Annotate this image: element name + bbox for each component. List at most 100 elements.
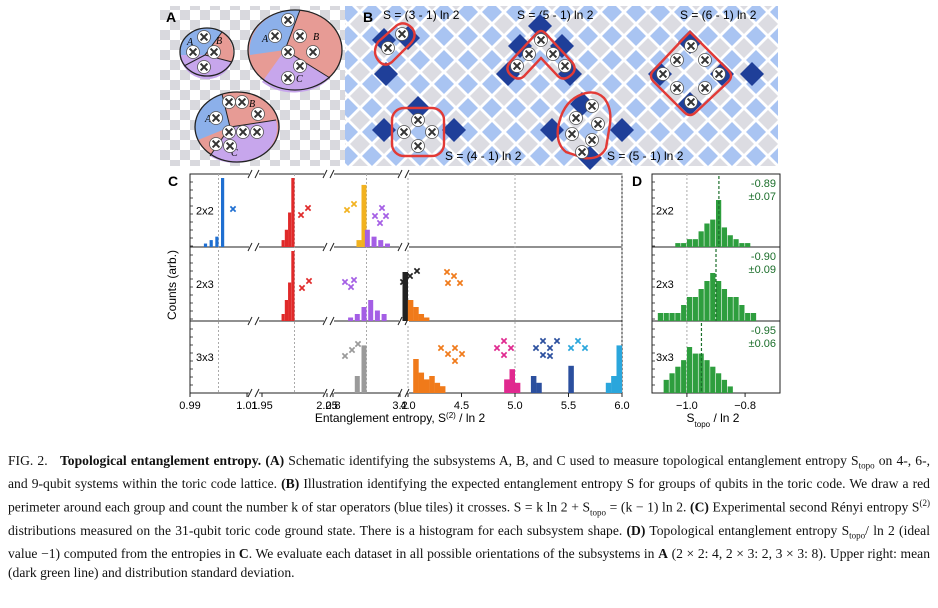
qubit-group-2	[496, 14, 582, 86]
histogram-bar	[739, 243, 745, 247]
histogram-bar	[381, 314, 387, 321]
histogram-bar	[284, 229, 288, 247]
histogram-bar	[361, 345, 367, 393]
panel-c-row-label: 2x3	[196, 279, 214, 291]
caption-part-d-tail3: (2 × 2: 4, 2 × 3: 2, 3 × 3: 8). Upper ri…	[8, 546, 930, 580]
histogram-bar	[698, 231, 704, 247]
histogram-bar	[663, 313, 669, 321]
histogram-bar	[669, 313, 675, 321]
histogram-bar	[704, 281, 710, 321]
cross-marker	[581, 344, 589, 352]
histogram-bar	[439, 386, 446, 393]
histogram-bar	[434, 382, 441, 393]
histogram-bar	[686, 347, 693, 393]
panel-c-x-tick-label: 4.5	[454, 400, 469, 412]
caption-part-b-tail: = (k − 1) ln 2.	[606, 499, 691, 515]
histogram-bar	[698, 289, 704, 321]
panel-b-illustration: B S = (3 - 1) ln 2 S = (5 - 1) ln 2 S = …	[345, 6, 778, 170]
histogram-bar	[371, 236, 377, 247]
axis-break-mark	[247, 169, 260, 179]
histogram-bar	[509, 369, 515, 393]
histogram-bar	[733, 239, 739, 247]
caption-part-b-label: (B)	[281, 476, 300, 492]
qubit-group-1	[372, 22, 420, 86]
histogram-bar	[704, 223, 710, 247]
cross-marker	[532, 344, 540, 352]
histogram-bar	[209, 240, 213, 247]
region-label-b: B	[313, 32, 319, 43]
panel-c-x-tick-label: 5.0	[507, 400, 522, 412]
histogram-bar	[364, 229, 370, 247]
panel-a-label: A	[166, 9, 176, 25]
region-label-a: A	[261, 34, 269, 45]
axis-break-gap	[249, 318, 259, 324]
axis-break-mark	[322, 169, 335, 179]
axis-break-gap	[324, 390, 334, 396]
caption-part-a-label: (A)	[265, 453, 285, 468]
panel-c-x-tick-label: 1.95	[251, 400, 272, 412]
histogram-bar	[354, 314, 360, 321]
formula-group-3: S = (6 - 1) ln 2	[680, 8, 757, 22]
histogram-bar	[663, 379, 669, 393]
panel-c-row-frame	[189, 320, 623, 394]
histogram-bar	[530, 376, 537, 393]
caption-part-d-tail2: . We evaluate each dataset in all possib…	[248, 546, 659, 562]
formula-group-4: S = (4 - 1) ln 2	[445, 149, 522, 163]
histogram-bar	[221, 178, 225, 247]
caption-part-a: Schematic identifying the subsystems A, …	[284, 453, 859, 468]
histogram-bar	[291, 251, 295, 321]
cross-marker	[341, 278, 349, 286]
cross-marker	[304, 204, 312, 212]
mean-value: -0.90	[751, 251, 776, 263]
histogram-bar	[710, 273, 716, 321]
histogram-bar	[361, 184, 367, 247]
histogram-bar	[716, 281, 722, 321]
caption-part-c-label: (C)	[690, 499, 709, 515]
panel-c-histograms: 2x2 2x3 3x3 0.99 1.011.95 2.052.8 3.24.0 4.5 5.0…	[179, 169, 630, 412]
caption-part-d-label: (D)	[626, 522, 646, 538]
cross-marker	[553, 337, 561, 345]
qubit-group-4	[372, 96, 466, 158]
histogram-bar	[727, 386, 733, 393]
mean-value: -0.95	[751, 325, 776, 337]
panel-d-row-label: 2x3	[656, 279, 674, 291]
histogram-bar	[354, 376, 360, 393]
histogram-bar	[356, 240, 362, 247]
axis-break-gap	[399, 390, 409, 396]
histogram-bar	[611, 376, 617, 393]
caption-part-b-sub: topo	[590, 507, 607, 518]
cross-marker	[413, 267, 421, 275]
caption-part-a-sub: topo	[858, 460, 875, 471]
cross-marker	[437, 344, 445, 352]
panel-c-row-label: 3x3	[196, 352, 214, 364]
cross-marker	[443, 268, 451, 276]
region-label-b: B	[216, 36, 222, 47]
axis-break-mark	[322, 388, 335, 398]
cross-marker	[354, 340, 362, 348]
cross-marker	[539, 337, 547, 345]
histogram-bar	[368, 300, 374, 321]
panel-c-label: C	[168, 173, 178, 189]
cross-marker	[350, 276, 358, 284]
cross-marker	[371, 212, 379, 220]
panel-d-row-label: 2x2	[656, 206, 674, 218]
caption-part-c-tail: distributions measured on the 31-qubit t…	[8, 522, 627, 538]
histogram-bar	[675, 243, 681, 247]
cross-marker	[574, 337, 582, 345]
histogram-bar	[423, 317, 430, 321]
histogram-bar	[536, 382, 542, 393]
panel-c-row-frame	[189, 173, 623, 248]
region-label-c: C	[231, 148, 238, 159]
axis-break-mark	[322, 242, 335, 252]
figure-caption: FIG. 2. Topological entanglement entropy…	[8, 452, 930, 582]
cross-marker	[341, 352, 349, 360]
cross-marker	[382, 212, 390, 220]
histogram-bar	[605, 382, 612, 393]
histogram-bar	[288, 282, 292, 321]
panel-c-x-tick-label: 4.0	[400, 400, 415, 412]
cross-marker	[378, 204, 386, 212]
histogram-bar	[745, 243, 751, 247]
histogram-bar	[692, 297, 698, 321]
cross-marker	[406, 272, 414, 280]
histogram-bar	[750, 313, 757, 321]
